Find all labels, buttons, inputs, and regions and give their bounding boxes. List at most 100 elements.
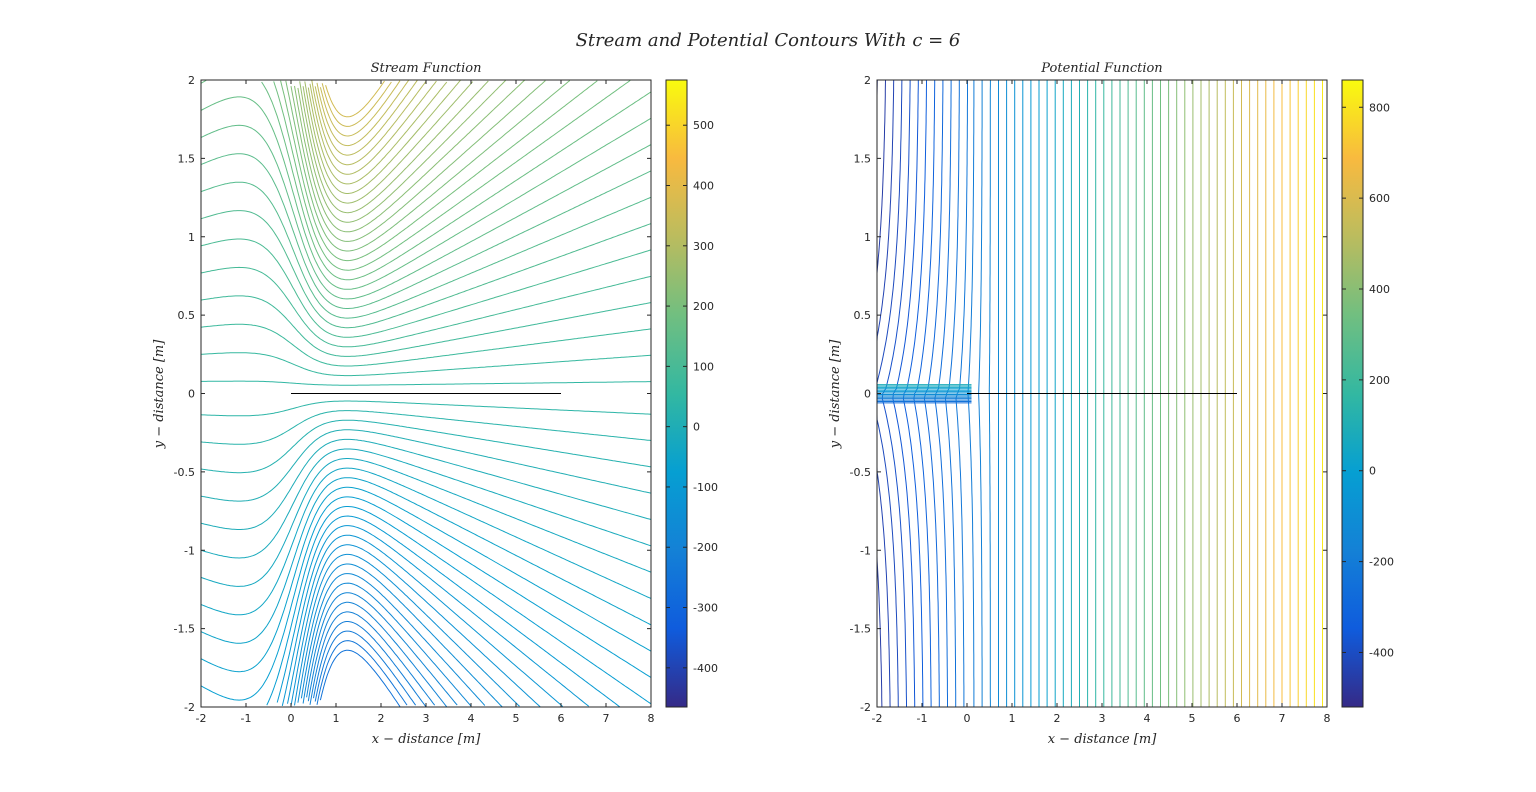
stream-contour-line	[200, 410, 652, 445]
x-tick-label: 2	[378, 712, 385, 725]
x-tick-label: 0	[964, 712, 971, 725]
stream-contour-line	[290, 80, 546, 242]
y-tick-label: -1	[860, 544, 871, 557]
stream-contour-line	[307, 601, 448, 708]
x-tick-label: -2	[196, 712, 207, 725]
x-tick-label: 4	[468, 712, 475, 725]
stream-contours	[200, 79, 652, 708]
stream-panel: Stream Function -2 -1 0 1 2 3 4 5 6 7 8 -2 -1.5 -1 -0…	[152, 61, 718, 747]
stream-contour-line	[304, 79, 461, 194]
y-tick-label: -0.5	[174, 466, 195, 479]
x-tick-label: -2	[872, 712, 883, 725]
stream-contour-line	[273, 80, 631, 271]
colorbar-tick-label: 100	[693, 360, 714, 373]
stream-contour-line	[309, 611, 436, 706]
x-tick-label: 5	[1189, 712, 1196, 725]
stream-contour-line	[307, 81, 448, 185]
y-tick-label: -0.5	[850, 466, 871, 479]
y-tick-label: 1	[188, 231, 195, 244]
stream-contour-line	[316, 79, 410, 147]
stream-contour-line	[200, 153, 652, 309]
y-tick-label: 0.5	[854, 309, 872, 322]
stream-y-ticks: -2 -1.5 -1 -0.5 0 0.5 1 1.5 2	[174, 74, 651, 714]
colorbar-gradient	[665, 79, 688, 708]
colorbar-tick-label: 0	[1369, 465, 1376, 478]
stream-contour-line	[200, 323, 652, 367]
x-tick-label: 7	[603, 712, 610, 725]
stream-contour-line	[306, 592, 458, 706]
stream-colorbar: -400 -300 -200 -100 0 100 200 300 400 500	[665, 79, 718, 708]
x-tick-label: 0	[288, 712, 295, 725]
stream-contour-line	[200, 458, 652, 587]
stream-contour-line	[200, 448, 652, 559]
stream-contour-line	[302, 582, 472, 707]
stream-contour-line	[200, 467, 652, 616]
stream-contour-line	[200, 429, 652, 502]
stream-contour-line	[309, 80, 437, 175]
x-tick-label: 4	[1144, 712, 1151, 725]
x-tick-label: 8	[1324, 712, 1331, 725]
y-tick-label: -2	[184, 701, 195, 714]
x-tick-label: 8	[648, 712, 655, 725]
stream-contour-line	[201, 380, 651, 386]
stream-contour-line	[200, 210, 652, 329]
stream-contour-line	[200, 124, 652, 300]
potential-x-ticks: -2 -1 0 1 2 3 4 5 6 7 8	[872, 80, 1331, 725]
colorbar-tick-label: 500	[693, 119, 714, 132]
stream-xlabel: x − distance [m]	[372, 732, 481, 747]
stream-contour-line	[285, 80, 571, 252]
colorbar-tick-label: -300	[693, 602, 718, 615]
x-tick-label: 2	[1054, 712, 1061, 725]
stream-contour-line	[297, 563, 503, 708]
stream-contour-line	[325, 80, 385, 118]
potential-xlabel: x − distance [m]	[1048, 732, 1157, 747]
stream-contour-line	[319, 649, 401, 707]
stream-contour-line	[299, 80, 489, 214]
stream-contour-line	[280, 80, 598, 262]
x-tick-label: -1	[917, 712, 928, 725]
x-tick-label: 3	[1099, 712, 1106, 725]
stream-contour-line	[200, 438, 652, 530]
colorbar-tick-label: -100	[693, 481, 718, 494]
stream-x-ticks: -2 -1 0 1 2 3 4 5 6 7 8	[196, 80, 655, 725]
stream-contour-line	[319, 80, 401, 137]
stream-contour-line	[200, 79, 652, 281]
stream-contour-line	[313, 621, 427, 708]
stream-contour-line	[200, 352, 652, 377]
x-tick-label: 6	[1234, 712, 1241, 725]
stream-contour-line	[294, 79, 526, 233]
stream-contour-line	[200, 238, 652, 338]
y-tick-label: -1.5	[174, 623, 195, 636]
colorbar-tick-label: -400	[693, 662, 718, 675]
x-tick-label: 7	[1279, 712, 1286, 725]
stream-contour-line	[297, 80, 506, 223]
colorbar-tick-label: 400	[1369, 283, 1390, 296]
stream-contour-line	[200, 496, 652, 701]
y-tick-label: 2	[188, 74, 195, 87]
x-tick-label: 1	[333, 712, 340, 725]
stream-contour-line	[321, 81, 392, 127]
stream-contour-line	[290, 544, 541, 708]
stream-contour-line	[200, 419, 652, 474]
colorbar-tick-label: 200	[1369, 374, 1390, 387]
colorbar-tick-label: 0	[693, 421, 700, 434]
colorbar-tick-label: 800	[1369, 101, 1390, 114]
x-tick-label: -1	[241, 712, 252, 725]
stream-contour-line	[294, 553, 520, 707]
stream-title: Stream Function	[371, 61, 482, 76]
y-tick-label: 1	[864, 231, 871, 244]
stream-contour-line	[200, 486, 652, 673]
stream-contour-line	[314, 80, 418, 156]
y-tick-label: -1	[184, 544, 195, 557]
colorbar-gradient	[1341, 79, 1364, 708]
colorbar-tick-label: -200	[1369, 556, 1394, 569]
y-tick-label: 2	[864, 74, 871, 87]
y-tick-label: -1.5	[850, 623, 871, 636]
x-tick-label: 6	[558, 712, 565, 725]
y-tick-label: 0	[188, 388, 195, 401]
colorbar-tick-label: 600	[1369, 192, 1390, 205]
stream-contour-line	[200, 266, 652, 348]
stream-contour-line	[281, 525, 590, 707]
stream-contour-line	[200, 295, 652, 357]
